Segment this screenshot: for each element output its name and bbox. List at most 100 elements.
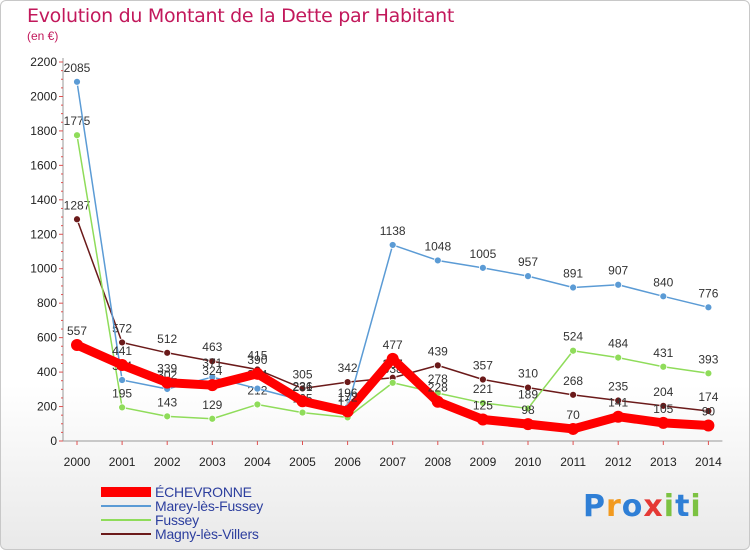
data-label: 463 — [202, 340, 222, 354]
data-point — [208, 414, 217, 423]
y-tick-label: 0 — [50, 434, 57, 448]
data-point — [163, 348, 172, 357]
data-point — [614, 353, 623, 362]
data-label: 1005 — [470, 247, 497, 261]
legend-label: Marey-lès-Fussey — [155, 498, 264, 514]
data-label: 1775 — [64, 114, 91, 128]
data-label: 439 — [428, 344, 448, 358]
data-point — [704, 407, 713, 415]
x-tick-label: 2003 — [199, 455, 226, 469]
data-point — [704, 303, 713, 312]
data-point — [73, 215, 81, 224]
data-point — [118, 338, 126, 347]
data-point — [298, 384, 307, 393]
data-point — [657, 416, 670, 429]
data-label: 174 — [698, 390, 718, 404]
data-point — [567, 422, 580, 435]
data-label: 70 — [566, 408, 580, 422]
data-label: 204 — [653, 385, 673, 399]
x-tick-label: 2013 — [650, 455, 677, 469]
data-point — [612, 410, 625, 423]
x-tick-label: 2000 — [64, 455, 91, 469]
data-label: 957 — [518, 255, 538, 269]
y-tick-label: 800 — [37, 296, 57, 310]
data-point — [522, 418, 534, 431]
logo-letter: i — [690, 489, 702, 524]
data-label: 105 — [653, 402, 673, 416]
data-label: 268 — [563, 374, 583, 388]
y-tick-label: 1000 — [30, 262, 57, 276]
logo-letter: P — [583, 489, 606, 524]
x-tick-label: 2010 — [515, 455, 542, 469]
data-label: 278 — [428, 372, 448, 386]
y-tick-label: 2000 — [30, 89, 57, 103]
data-label: 572 — [112, 321, 132, 335]
data-label: 512 — [157, 332, 177, 346]
data-label: 776 — [698, 286, 718, 300]
data-point — [343, 378, 352, 386]
x-tick-label: 2008 — [424, 455, 451, 469]
x-tick-label: 2004 — [244, 455, 271, 469]
data-point — [296, 395, 309, 408]
data-point — [253, 384, 262, 393]
x-tick-label: 2006 — [334, 455, 361, 469]
data-label: 129 — [202, 398, 222, 412]
data-label: 221 — [473, 382, 493, 396]
logo-letter: i — [663, 489, 676, 524]
data-point — [478, 375, 487, 384]
data-point — [253, 400, 262, 409]
x-tick-label: 2014 — [695, 455, 722, 469]
logo-letter: o — [621, 489, 644, 524]
data-label: 431 — [653, 346, 673, 360]
data-point — [569, 390, 577, 399]
y-tick-label: 600 — [37, 331, 57, 345]
data-label: 1138 — [380, 224, 406, 238]
legend-item: Marey-lès-Fussey — [101, 499, 263, 513]
data-point — [476, 413, 489, 426]
data-label: 98 — [521, 403, 535, 417]
data-label: 371 — [202, 356, 222, 370]
data-point — [388, 241, 397, 249]
legend-item: Magny-lès-Villers — [101, 527, 263, 541]
data-label: 907 — [608, 264, 628, 278]
logo-letter: t — [675, 489, 691, 524]
data-point — [116, 359, 129, 372]
y-tick-label: 200 — [37, 400, 57, 414]
series-échevronne: 557 441 339 324 390 231 172 477 228 125 98 70 141 105… — [67, 324, 715, 435]
legend-swatch — [101, 505, 151, 507]
data-label: 2085 — [64, 61, 91, 75]
data-label: 441 — [112, 344, 132, 358]
data-point — [208, 357, 217, 366]
data-label: 324 — [202, 364, 222, 378]
data-label: 90 — [702, 404, 716, 418]
legend-swatch — [101, 519, 151, 521]
data-label: 357 — [473, 358, 493, 372]
legend-label: Fussey — [155, 512, 199, 528]
x-tick-label: 2005 — [289, 455, 316, 469]
data-label: 415 — [247, 349, 267, 363]
data-label: 143 — [157, 395, 177, 409]
x-tick-label: 2007 — [379, 455, 406, 469]
data-label: 189 — [518, 387, 538, 401]
data-point — [161, 376, 174, 389]
data-point — [478, 399, 487, 407]
y-tick-label: 400 — [37, 365, 57, 379]
data-point — [704, 369, 713, 378]
data-point — [433, 256, 442, 265]
legend-item: Fussey — [101, 513, 263, 527]
data-label: 141 — [608, 396, 628, 410]
data-label: 393 — [698, 352, 718, 366]
y-tick-label: 1800 — [30, 124, 57, 138]
data-point — [478, 263, 487, 272]
data-label: 484 — [608, 337, 628, 351]
data-point — [702, 419, 715, 432]
data-point — [251, 367, 264, 380]
data-label: 524 — [563, 330, 583, 344]
data-label: 339 — [157, 362, 177, 376]
data-label: 196 — [338, 386, 358, 400]
data-label: 342 — [338, 361, 358, 375]
data-point — [71, 339, 83, 352]
data-label: 305 — [292, 367, 312, 381]
x-tick-label: 2001 — [109, 455, 136, 469]
logo-letter: x — [643, 489, 664, 524]
